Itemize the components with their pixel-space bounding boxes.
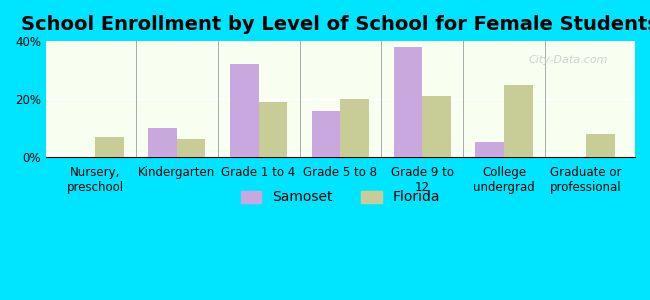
Bar [341,99,369,157]
Text: City-Data.com: City-Data.com [529,55,608,65]
Bar [312,110,341,157]
Bar [177,140,205,157]
Bar [394,47,422,157]
Legend: Samoset, Florida: Samoset, Florida [235,185,446,210]
Bar [259,102,287,157]
Bar [475,142,504,157]
Bar [95,136,124,157]
Bar [586,134,614,157]
Bar [422,96,451,157]
Bar [230,64,259,157]
Bar [504,85,533,157]
Bar [148,128,177,157]
Title: School Enrollment by Level of School for Female Students: School Enrollment by Level of School for… [21,15,650,34]
